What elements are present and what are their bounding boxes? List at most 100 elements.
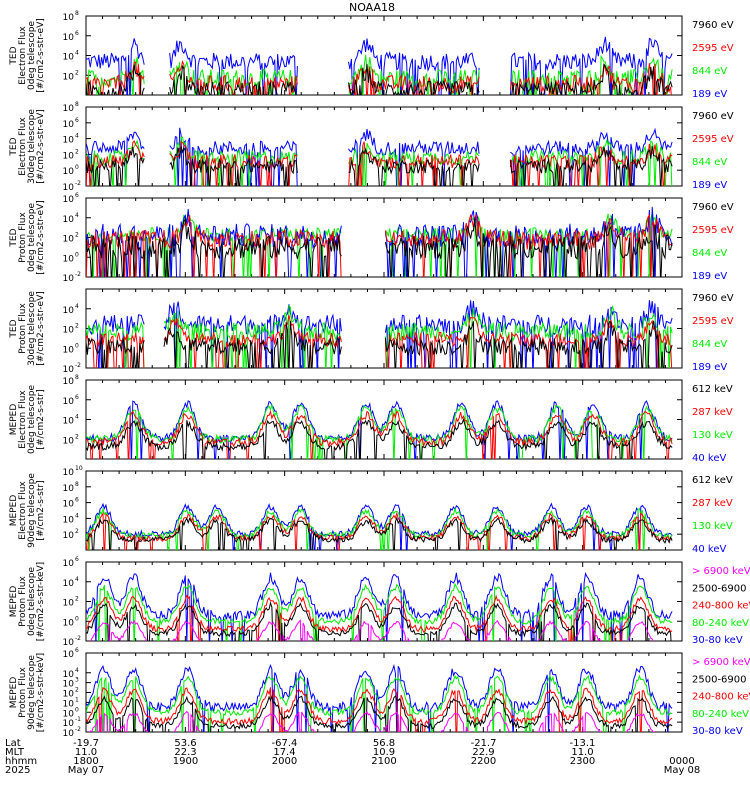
legend-entry: 189 eV — [692, 89, 727, 100]
series-trace — [86, 674, 673, 732]
y-axis-label-line: Proton Flux — [18, 667, 28, 718]
y-tick-exponent: 1 — [75, 696, 79, 703]
panel-traces — [86, 127, 673, 186]
y-axis-label-line: [#/cm2-s-str-keV] — [36, 653, 46, 732]
y-tick-label: 10 — [63, 235, 75, 245]
series-trace — [86, 663, 673, 732]
footer-row-label: Lat — [5, 738, 21, 749]
panel-traces — [86, 400, 673, 459]
legend-entry: 2595 eV — [692, 316, 734, 327]
y-axis-label-line: 0deg telescope — [27, 385, 37, 455]
y-tick-label: 10 — [63, 599, 75, 609]
y-tick-label: 10 — [63, 13, 75, 23]
y-tick-label: 10 — [63, 515, 75, 525]
footer-value: 17.4 — [273, 747, 295, 758]
y-tick-exponent: 8 — [75, 374, 79, 381]
series-trace — [86, 314, 673, 368]
legend-entry: > 6900 keV — [692, 566, 750, 577]
footer-value: May 08 — [664, 765, 701, 776]
series-trace — [90, 619, 654, 641]
y-tick-exponent: 2 — [75, 69, 79, 76]
chart-title: NOAA18 — [349, 1, 395, 14]
y-tick-label: 10 — [63, 559, 75, 569]
legend-entry: 287 keV — [692, 498, 733, 509]
y-tick-exponent: 3 — [75, 677, 79, 684]
panel-traces — [86, 206, 673, 277]
legend-entry: 240-800 keV — [692, 692, 750, 703]
y-tick-exponent: 6 — [75, 556, 79, 563]
legend-entry: 189 eV — [692, 271, 727, 282]
legend-entry: 40 keV — [692, 544, 726, 555]
legend-entry: 2500-6900 — [692, 674, 747, 685]
y-tick-exponent: -2 — [75, 271, 81, 278]
y-tick-exponent: 2 — [75, 596, 79, 603]
y-axis-label-line: Electron Flux — [18, 117, 28, 176]
y-tick-exponent: 6 — [75, 497, 79, 504]
y-axis-label-line: Proton Flux — [18, 212, 28, 263]
y-axis-label-line: 30deg telescope — [27, 109, 37, 184]
series-trace — [86, 511, 673, 550]
y-axis-label-line: 0deg telescope — [27, 567, 37, 637]
footer-value: 2200 — [471, 756, 496, 767]
y-axis-label-line: Electron Flux — [18, 481, 28, 540]
y-tick-exponent: 0 — [75, 251, 79, 258]
panel-frame — [85, 106, 683, 187]
y-axis-label-line: MEPED — [9, 586, 19, 618]
y-tick-exponent: 4 — [75, 667, 79, 674]
panel-traces — [86, 571, 673, 641]
footer-row-label: MLT — [5, 747, 25, 758]
panel-traces — [86, 663, 673, 732]
y-axis-label: TED Electron Flux 30deg telescope [#/cm2-s-… — [9, 109, 46, 184]
y-tick-exponent: 4 — [75, 512, 79, 519]
y-tick-label: 10 — [63, 136, 75, 146]
y-tick-label: 10 — [63, 306, 75, 316]
legend-entry: 7960 eV — [692, 20, 734, 31]
legend-entry: 30-80 keV — [692, 726, 743, 737]
footer-value: May 07 — [68, 765, 105, 776]
legend-entry: 612 keV — [692, 384, 733, 395]
y-tick-label: 10 — [63, 365, 75, 375]
y-axis-label: MEPED Electron Flux 0deg telescope [#/cm2-s… — [9, 385, 46, 455]
y-tick-label: 10 — [63, 650, 75, 660]
y-axis-label-line: 30deg telescope — [27, 291, 37, 366]
legend-entry: 2595 eV — [692, 134, 734, 145]
footer-value: 0000 — [669, 756, 694, 767]
y-axis-label: MEPED Proton Flux 0deg telescope [#/cm2-s-s… — [9, 562, 46, 641]
series-trace — [86, 516, 673, 550]
y-tick-label: 10 — [63, 531, 75, 541]
y-tick-label: 10 — [63, 436, 75, 446]
y-axis-label-line: TED — [9, 46, 19, 65]
series-trace — [86, 600, 672, 641]
footer-value: -67.4 — [272, 738, 298, 749]
y-tick-exponent: 10 — [75, 465, 83, 472]
series-trace — [86, 571, 673, 641]
footer-row-label: hhmm — [5, 756, 37, 767]
footer-value: 56.8 — [373, 738, 395, 749]
y-tick-exponent: 6 — [75, 117, 79, 124]
y-tick-label: 10 — [63, 680, 75, 690]
legend-entry: 130 keV — [692, 430, 733, 441]
y-tick-label: 10 — [63, 690, 75, 700]
y-tick-label: 10 — [63, 618, 75, 628]
footer-value: 2100 — [371, 756, 396, 767]
y-tick-label: 10 — [63, 120, 75, 130]
footer-row-label: 2025 — [5, 765, 30, 776]
y-tick-label: 10 — [63, 638, 75, 648]
y-axis-label-line: 90deg telescope — [27, 655, 37, 730]
y-tick-label: 10 — [63, 719, 75, 729]
y-tick-exponent: -2 — [75, 180, 81, 187]
y-tick-exponent: 4 — [75, 303, 79, 310]
footer-value: 22.3 — [174, 747, 196, 758]
y-tick-label: 10 — [63, 72, 75, 82]
footer-value: 2300 — [570, 756, 595, 767]
legend-entry: 130 keV — [692, 521, 733, 532]
y-tick-exponent: 0 — [75, 342, 79, 349]
y-axis-label-line: [#/cm2-s-str-eV] — [36, 18, 46, 93]
